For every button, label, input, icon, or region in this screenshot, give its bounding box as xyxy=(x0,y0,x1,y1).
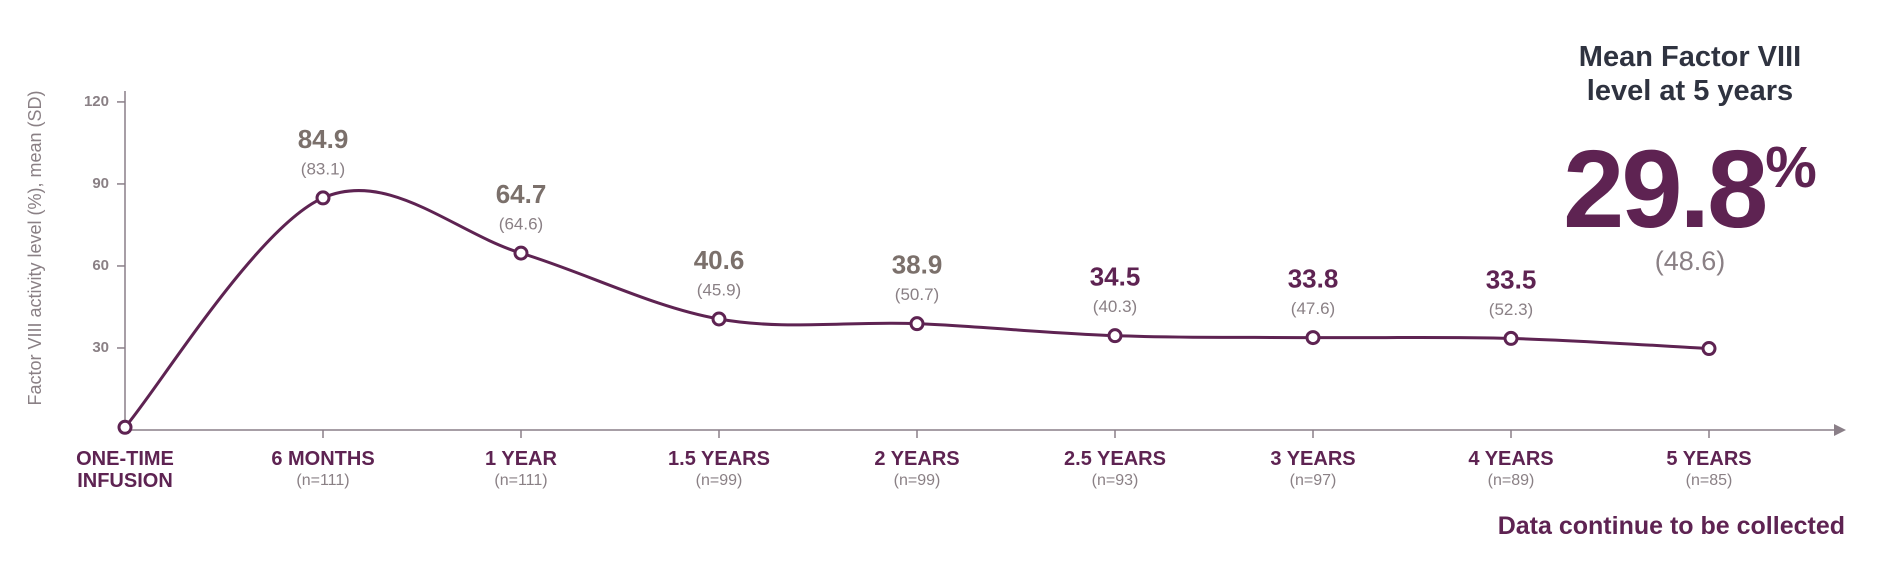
sample-size: (n=93) xyxy=(1091,472,1139,489)
point xyxy=(1107,328,1123,344)
value-label: 38.9 xyxy=(892,250,943,280)
callout-unit: % xyxy=(1765,135,1817,200)
x-tick-label: 4 YEARS xyxy=(1468,448,1554,470)
value-label: 64.7 xyxy=(496,179,547,209)
sd-label: (83.1) xyxy=(301,159,345,178)
sample-size: (n=111) xyxy=(296,472,350,489)
sample-size: (n=99) xyxy=(695,472,743,489)
footnote: Data continue to be collected xyxy=(1497,512,1845,540)
callout-value: 29.8% xyxy=(1540,108,1840,250)
value-label: 84.9 xyxy=(298,124,349,154)
line xyxy=(123,188,1710,429)
sd-label: (45.9) xyxy=(697,280,741,299)
x-tick-label: 2.5 YEARS xyxy=(1064,448,1166,470)
x-tick-label: 3 YEARS xyxy=(1270,448,1356,470)
x-tick-label: 1 YEAR xyxy=(485,448,557,470)
y-axis-label: Factor VIII activity level (%), mean (SD… xyxy=(25,90,45,405)
y-tick-label: 30 xyxy=(92,339,109,356)
sd-label: (52.3) xyxy=(1489,300,1533,319)
callout: Mean Factor VIII level at 5 years 29.8% … xyxy=(1540,40,1840,277)
value-label: 33.5 xyxy=(1486,264,1537,294)
point xyxy=(1701,341,1717,357)
point xyxy=(711,311,727,327)
y-tick-label: 90 xyxy=(92,175,109,192)
x-tick-label: 1.5 YEARS xyxy=(668,448,770,470)
point xyxy=(315,190,331,206)
x-tick-label: 2 YEARS xyxy=(874,448,960,470)
x-tick-label: 5 YEARS xyxy=(1666,448,1752,470)
x-tick-label: ONE-TIME INFUSION xyxy=(76,448,174,492)
x-tick-label: 6 MONTHS xyxy=(271,448,375,470)
value-label: 33.8 xyxy=(1288,263,1339,293)
callout-sd: (48.6) xyxy=(1654,246,1726,276)
x-axis-arrow xyxy=(1834,424,1846,436)
sample-size: (n=89) xyxy=(1487,472,1535,489)
sample-size: (n=85) xyxy=(1685,472,1733,489)
sd-label: (64.6) xyxy=(499,215,543,234)
sd-label: (50.7) xyxy=(895,285,939,304)
point xyxy=(909,316,925,332)
callout-title: Mean Factor VIII level at 5 years xyxy=(1578,41,1802,107)
point xyxy=(1305,330,1321,346)
point xyxy=(513,245,529,261)
sd-label: (40.3) xyxy=(1093,297,1137,316)
y-tick-label: 60 xyxy=(92,257,109,274)
sd-label: (47.6) xyxy=(1291,299,1335,318)
value-label: 40.6 xyxy=(694,245,745,275)
sample-size: (n=111) xyxy=(494,472,548,489)
sample-size: (n=99) xyxy=(893,472,941,489)
callout-number: 29.8 xyxy=(1563,128,1768,251)
sample-size: (n=97) xyxy=(1289,472,1337,489)
y-tick-label: 120 xyxy=(84,93,109,110)
point xyxy=(117,419,133,435)
point xyxy=(1503,330,1519,346)
value-label: 34.5 xyxy=(1090,262,1141,292)
